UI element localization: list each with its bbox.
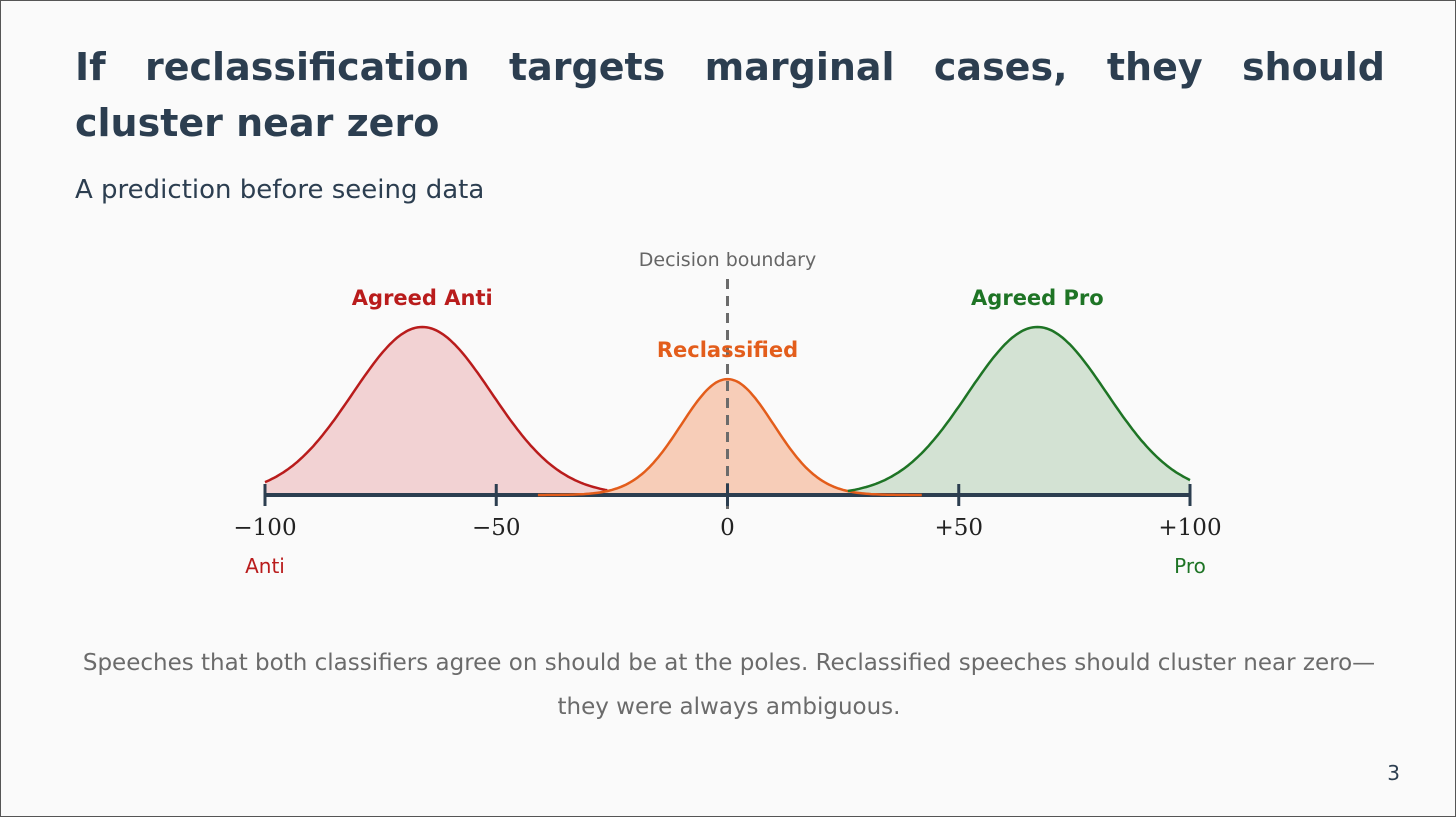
agreed-pro-fill <box>847 327 1190 495</box>
decision-boundary-label: Decision boundary <box>639 249 816 271</box>
slide-subtitle: A prediction before seeing data <box>75 175 485 205</box>
slide-caption: Speeches that both classifiers agree on … <box>82 650 1376 720</box>
curve-labels: Agreed Anti Reclassified Agreed Pro <box>352 286 1104 362</box>
distribution-diagram: Decision boundary Agreed Anti Reclassifie… <box>233 249 1222 578</box>
curve-fills <box>265 327 1190 495</box>
curve-strokes <box>264 325 1191 497</box>
axis-ticks: −100 −50 0 +50 +100 <box>233 484 1222 541</box>
reclassified-label: Reclassified <box>657 338 798 362</box>
anti-pole-label: Anti <box>245 554 285 578</box>
pro-pole-label: Pro <box>1174 554 1206 578</box>
agreed-anti-label: Agreed Anti <box>352 286 493 310</box>
tick-label: +50 <box>934 515 983 541</box>
tick-label: +100 <box>1158 515 1221 541</box>
page-number: 3 <box>1387 761 1400 785</box>
agreed-anti-curve <box>264 325 608 492</box>
slide-title: If reclassification targets marginal cas… <box>75 45 1385 145</box>
reclassified-fill <box>537 379 922 495</box>
reclassified-curve <box>537 377 922 497</box>
tick-label: −50 <box>472 515 521 541</box>
agreed-pro-label: Agreed Pro <box>971 286 1104 310</box>
tick-label: 0 <box>720 515 735 541</box>
agreed-anti-fill <box>265 327 608 495</box>
tick-label: −100 <box>233 515 296 541</box>
agreed-pro-curve <box>847 325 1191 493</box>
